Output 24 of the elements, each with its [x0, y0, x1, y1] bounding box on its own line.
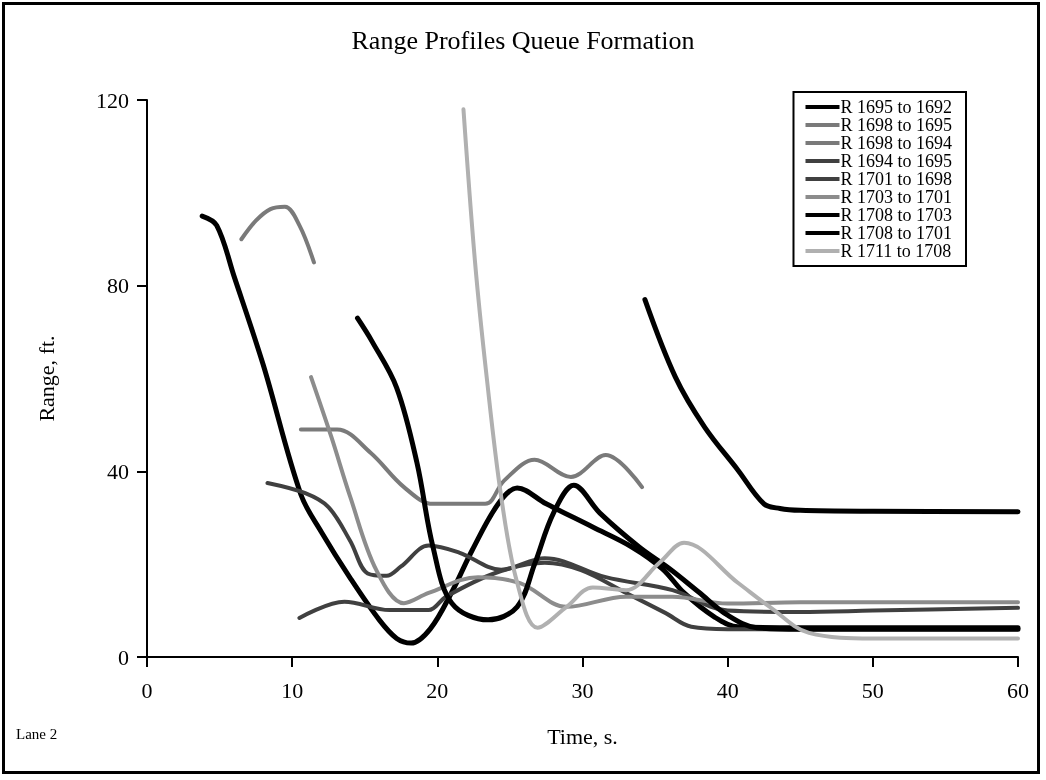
- x-tick-label: 40: [716, 677, 739, 703]
- legend-label: R 1703 to 1701: [840, 187, 953, 207]
- legend-label: R 1701 to 1698: [840, 169, 953, 189]
- legend-label: R 1698 to 1695: [840, 115, 953, 135]
- x-tick-label: 30: [571, 677, 594, 703]
- text: Lane 2: [16, 726, 58, 743]
- x-tick-label: 50: [861, 677, 884, 703]
- x-axis-title: Time, s.: [547, 723, 618, 749]
- legend-label: R 1698 to 1694: [840, 133, 953, 153]
- y-tick-label: 0: [118, 644, 129, 670]
- x-tick-label: 10: [281, 677, 304, 703]
- x-tick-label: 20: [426, 677, 449, 703]
- legend-label: R 1695 to 1692: [840, 97, 953, 117]
- legend-label: R 1711 to 1708: [840, 241, 952, 261]
- y-tick-label: 120: [96, 87, 129, 113]
- chart-title: Range Profiles Queue Formation: [351, 25, 695, 55]
- y-tick-label: 80: [107, 273, 129, 299]
- y-tick-label: 40: [107, 458, 129, 484]
- y-axis-title: Range, ft.: [33, 335, 59, 422]
- x-tick-label: 60: [1007, 677, 1029, 703]
- legend-label: R 1708 to 1701: [840, 223, 953, 243]
- legend-label: R 1708 to 1703: [840, 205, 953, 225]
- legend-label: R 1694 to 1695: [840, 151, 953, 171]
- x-tick-label: 0: [141, 677, 153, 703]
